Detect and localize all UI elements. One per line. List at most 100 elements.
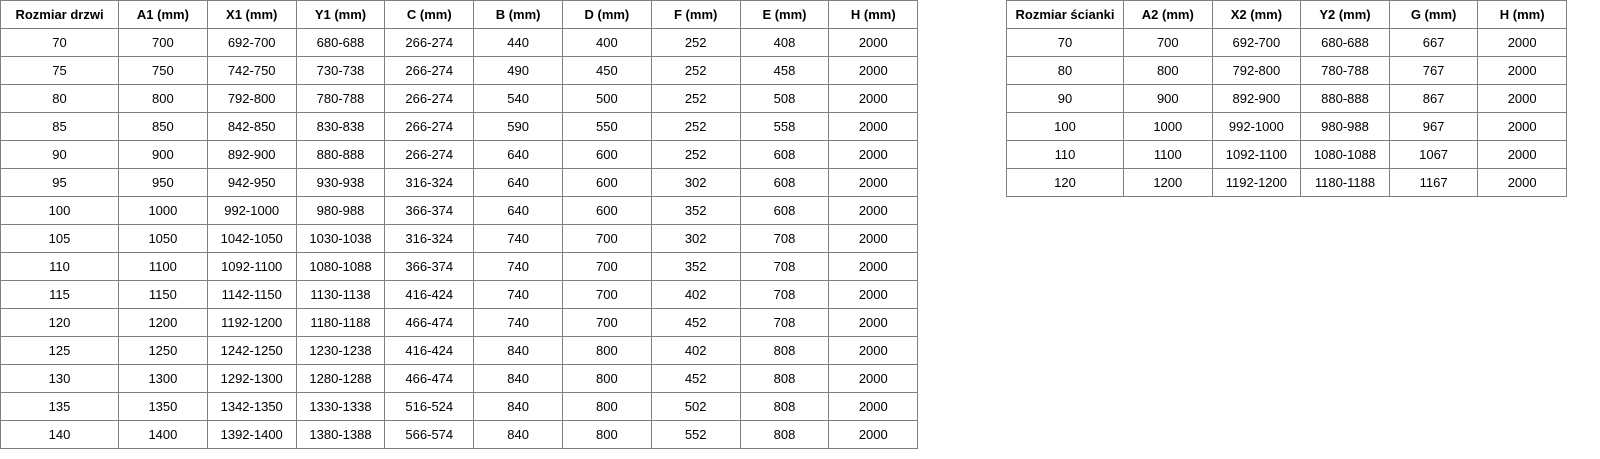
table-cell: 502 <box>650 392 741 421</box>
table-cell: 1192-1200 <box>1211 168 1302 197</box>
table-cell: 1092-1100 <box>206 252 297 281</box>
table-cell: 2000 <box>828 140 919 169</box>
table-cell: 450 <box>561 56 652 85</box>
table-row: 80 800 792-800 780-788 767 2000 <box>1006 56 1567 85</box>
table-cell: 266-274 <box>384 56 475 85</box>
table-cell: 1167 <box>1388 168 1479 197</box>
table-cell: 730-738 <box>295 56 386 85</box>
table-cell: 700 <box>118 28 208 57</box>
table-cell: 700 <box>561 252 652 281</box>
table-cell: 600 <box>561 140 652 169</box>
table-cell: 842-850 <box>206 112 297 141</box>
column-header: F (mm) <box>650 0 741 29</box>
table-cell: 800 <box>561 364 652 393</box>
table-cell: 252 <box>650 56 741 85</box>
table-cell: 880-888 <box>295 140 386 169</box>
table-cell: 352 <box>650 252 741 281</box>
table-cell: 1000 <box>118 196 208 225</box>
table-cell: 466-474 <box>384 364 475 393</box>
table-cell: 458 <box>739 56 830 85</box>
table-cell: 1392-1400 <box>206 420 297 449</box>
table-row: 120 1200 1192-1200 1180-1188 1167 2000 <box>1006 168 1567 197</box>
table-cell: 708 <box>739 224 830 253</box>
table-cell: 800 <box>118 84 208 113</box>
table-cell: 1100 <box>1123 140 1213 169</box>
table-cell: 316-324 <box>384 168 475 197</box>
table-cell: 667 <box>1388 28 1479 57</box>
table-cell: 2000 <box>828 392 919 421</box>
table-cell: 680-688 <box>1300 28 1390 57</box>
wall-dimensions-table: Rozmiar ścianki A2 (mm) X2 (mm) Y2 (mm) G (m… <box>1006 0 1567 197</box>
table-cell: 452 <box>650 308 741 337</box>
table-cell: 1150 <box>118 280 208 309</box>
table-cell: 1380-1388 <box>295 420 386 449</box>
table-cell: 600 <box>561 168 652 197</box>
table-row: 110 1100 1092-1100 1080-1088 1067 2000 <box>1006 140 1567 169</box>
table-cell: 90 <box>0 140 119 169</box>
table-cell: 352 <box>650 196 741 225</box>
table-cell: 266-274 <box>384 140 475 169</box>
column-header: X1 (mm) <box>206 0 297 29</box>
table-cell: 125 <box>0 336 119 365</box>
table-row: 90 900 892-900 880-888 266-274 640 600 252 608 20… <box>0 140 919 169</box>
table-cell: 2000 <box>828 280 919 309</box>
table-cell: 967 <box>1388 112 1479 141</box>
column-header: G (mm) <box>1388 0 1479 29</box>
table-cell: 252 <box>650 84 741 113</box>
table-cell: 1000 <box>1123 112 1213 141</box>
table-cell: 742-750 <box>206 56 297 85</box>
table-cell: 740 <box>473 308 563 337</box>
table-cell: 930-938 <box>295 168 386 197</box>
doors-dimensions-table: Rozmiar drzwi A1 (mm) X1 (mm) Y1 (mm) C (mm)… <box>0 0 919 449</box>
table-cell: 1350 <box>118 392 208 421</box>
table-cell: 700 <box>561 280 652 309</box>
table-row: 75 750 742-750 730-738 266-274 490 450 252 458 20… <box>0 56 919 85</box>
table-cell: 1300 <box>118 364 208 393</box>
column-header: Rozmiar drzwi <box>0 0 119 29</box>
table-cell: 840 <box>473 392 563 421</box>
table-row: 100 1000 992-1000 980-988 967 2000 <box>1006 112 1567 141</box>
table-cell: 252 <box>650 140 741 169</box>
table-cell: 840 <box>473 364 563 393</box>
table-cell: 692-700 <box>206 28 297 57</box>
table-cell: 1180-1188 <box>295 308 386 337</box>
table-cell: 608 <box>739 196 830 225</box>
table-cell: 1200 <box>118 308 208 337</box>
table-cell: 100 <box>0 196 119 225</box>
table-cell: 416-424 <box>384 336 475 365</box>
table-cell: 2000 <box>828 28 919 57</box>
table-cell: 2000 <box>1477 140 1567 169</box>
table-cell: 302 <box>650 224 741 253</box>
table-cell: 95 <box>0 168 119 197</box>
table-cell: 2000 <box>828 112 919 141</box>
table-cell: 115 <box>0 280 119 309</box>
header-row: Rozmiar drzwi A1 (mm) X1 (mm) Y1 (mm) C (mm)… <box>0 0 919 29</box>
table-cell: 867 <box>1388 84 1479 113</box>
table-cell: 1130-1138 <box>295 280 386 309</box>
table-row: 105 1050 1042-1050 1030-1038 316-324 740 700 30… <box>0 224 919 253</box>
table-cell: 1092-1100 <box>1211 140 1302 169</box>
table-cell: 800 <box>561 420 652 449</box>
table-cell: 840 <box>473 336 563 365</box>
table-cell: 640 <box>473 168 563 197</box>
table-cell: 402 <box>650 336 741 365</box>
table-cell: 1292-1300 <box>206 364 297 393</box>
table-cell: 466-474 <box>384 308 475 337</box>
table-cell: 266-274 <box>384 112 475 141</box>
table-cell: 130 <box>0 364 119 393</box>
table-row: 120 1200 1192-1200 1180-1188 466-474 740 700 45… <box>0 308 919 337</box>
table-cell: 700 <box>1123 28 1213 57</box>
table-cell: 608 <box>739 168 830 197</box>
table-cell: 402 <box>650 280 741 309</box>
table-cell: 135 <box>0 392 119 421</box>
table-cell: 800 <box>561 392 652 421</box>
table-row: 135 1350 1342-1350 1330-1338 516-524 840 800 50… <box>0 392 919 421</box>
table-cell: 700 <box>561 308 652 337</box>
table-cell: 892-900 <box>1211 84 1302 113</box>
table-cell: 808 <box>739 420 830 449</box>
table-cell: 2000 <box>828 364 919 393</box>
table-cell: 740 <box>473 280 563 309</box>
table-row: 95 950 942-950 930-938 316-324 640 600 302 608 20… <box>0 168 919 197</box>
column-header: H (mm) <box>828 0 919 29</box>
table-cell: 90 <box>1006 84 1124 113</box>
